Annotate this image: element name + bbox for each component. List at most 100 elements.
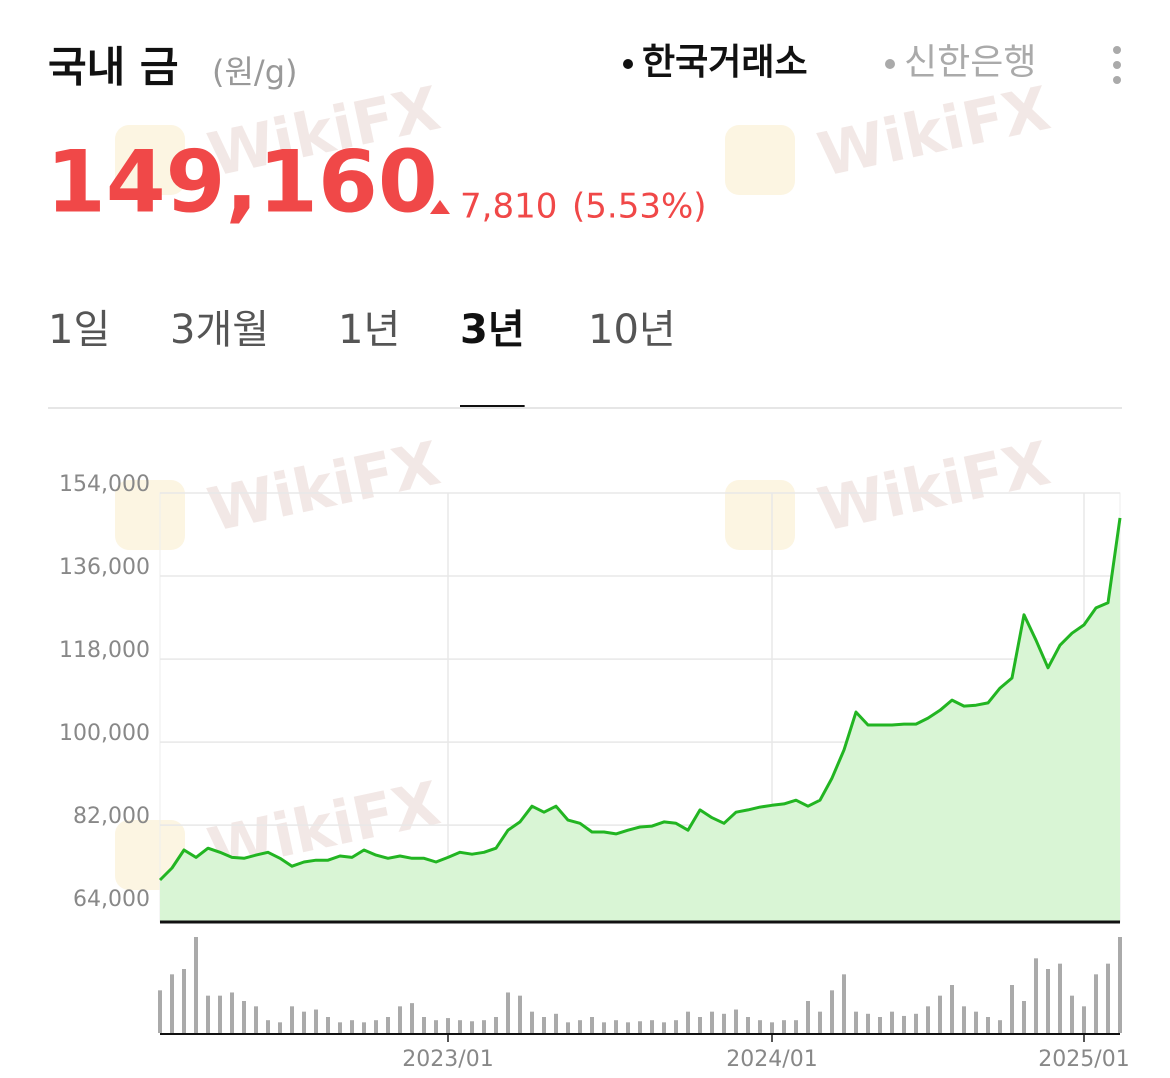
volume-bar [218, 995, 222, 1033]
volume-bar [158, 990, 162, 1033]
volume-bar [1010, 985, 1014, 1033]
period-tabs: 1일 3개월 1년 3년 10년 [48, 307, 676, 408]
price: 149,160 [46, 132, 438, 232]
volume-bar [494, 1017, 498, 1033]
volume-bar [710, 1011, 714, 1033]
watermark-logo [725, 125, 795, 195]
volume-bar [758, 1020, 762, 1033]
tab[interactable]: 10년 [588, 307, 676, 353]
tab[interactable]: 1년 [338, 307, 400, 353]
volume-bar [350, 1020, 354, 1033]
y-tick-label: 100,000 [59, 721, 150, 746]
volume-bar [422, 1017, 426, 1033]
volume-bar [1106, 963, 1110, 1033]
volume-bar [962, 1006, 966, 1033]
volume-bar [458, 1020, 462, 1033]
x-tick-label: 2025/01 [1038, 1047, 1129, 1072]
dot [1113, 61, 1121, 69]
volume-bar [542, 1017, 546, 1033]
source-option[interactable]: 신한은행 [904, 42, 1036, 83]
x-tick-label: 2024/01 [726, 1047, 817, 1072]
tab-underline [460, 405, 525, 408]
area [160, 517, 1120, 922]
volume-bar [266, 1020, 270, 1033]
volume-bar [926, 1006, 930, 1033]
watermark-logo [115, 480, 185, 550]
volume-bar [614, 1020, 618, 1033]
volume-bar [338, 1022, 342, 1033]
source-option[interactable]: 한국거래소 [642, 42, 808, 83]
volume-bar [254, 1006, 258, 1033]
dot [1113, 46, 1121, 54]
volume-bar [470, 1021, 474, 1033]
y-tick-label: 154,000 [59, 472, 150, 497]
volume-bar [650, 1020, 654, 1033]
dot [1113, 76, 1121, 84]
volume-bar [1022, 1001, 1026, 1033]
volume-bar [230, 992, 234, 1033]
volume-bar [1058, 963, 1062, 1033]
volume-bar [410, 1003, 414, 1033]
y-tick-label: 82,000 [73, 804, 150, 829]
volume-bar [374, 1020, 378, 1033]
volume-bar [914, 1013, 918, 1033]
volume-bar [722, 1013, 726, 1033]
volume-bar [1046, 969, 1050, 1033]
volume-bar [1082, 1006, 1086, 1033]
volume-bar [626, 1022, 630, 1033]
x-tick-label: 2023/01 [402, 1047, 493, 1072]
volume-bar [830, 990, 834, 1033]
bullet [885, 59, 895, 69]
volume-bar [818, 1011, 822, 1033]
volume-bar [194, 937, 198, 1033]
volume-bar [1094, 974, 1098, 1033]
volume-bar [170, 974, 174, 1033]
volume-bar [446, 1018, 450, 1033]
volume-bar [854, 1011, 858, 1033]
volume-bar [950, 985, 954, 1033]
volume-bar [602, 1022, 606, 1033]
volume-bar [782, 1020, 786, 1033]
volume-bar [182, 969, 186, 1033]
volume-bar [290, 1006, 294, 1033]
volume-bar [1070, 995, 1074, 1033]
volume-bar [734, 1009, 738, 1033]
volume-bar [314, 1009, 318, 1033]
chart: 64,000 82,000 100,000 118,000 136,000 154,000… [59, 472, 1130, 1072]
volume-bar [566, 1022, 570, 1033]
volume-bar [806, 1001, 810, 1033]
y-tick-label: 64,000 [73, 887, 150, 912]
volume-bar [242, 1001, 246, 1033]
volume-bar [590, 1017, 594, 1033]
volume-bar [974, 1011, 978, 1033]
volume-bar [482, 1020, 486, 1033]
volume-bar [434, 1020, 438, 1033]
volume-bar [662, 1022, 666, 1033]
volume-bar [698, 1017, 702, 1033]
tab[interactable]: 3년 [460, 307, 525, 353]
volume-bar [686, 1011, 690, 1033]
watermark: WikiFX [202, 429, 446, 546]
volume-bar [938, 995, 942, 1033]
watermark: WikiFX [812, 429, 1056, 546]
change-pct: (5.53%) [572, 187, 707, 227]
change: 7,810 [460, 187, 557, 227]
volume-bar [1034, 958, 1038, 1033]
more-menu[interactable] [1113, 46, 1121, 84]
bullet [623, 59, 633, 69]
volume-bar [842, 974, 846, 1033]
volume-bar [878, 1017, 882, 1033]
volume-bar [518, 995, 522, 1033]
volume-bar [866, 1013, 870, 1033]
volume-bar [746, 1017, 750, 1033]
source-switch: 한국거래소 신한은행 [623, 42, 1036, 83]
volume-bar [326, 1017, 330, 1033]
tab[interactable]: 3개월 [170, 307, 269, 353]
volume-bar [530, 1011, 534, 1033]
volume-bar [794, 1020, 798, 1033]
tab[interactable]: 1일 [48, 307, 110, 353]
watermark-logo [725, 480, 795, 550]
volume-bar [1118, 937, 1122, 1033]
